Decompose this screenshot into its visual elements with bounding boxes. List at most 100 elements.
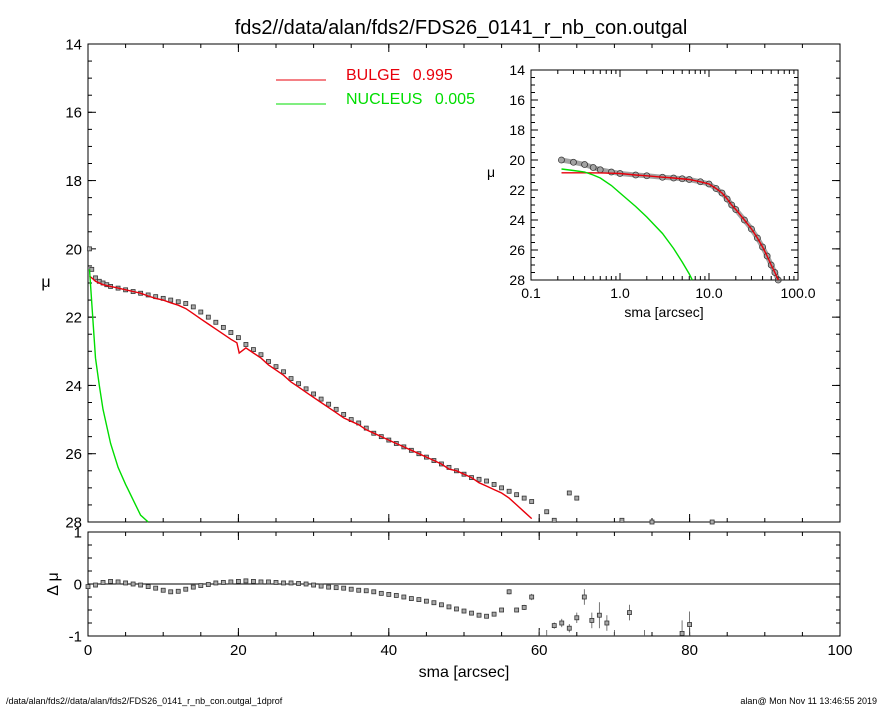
main-panel: 14 16 18 20 22 24 26 28 μ BULGE 0.995 NUCLEUS 0…	[41, 36, 841, 531]
residual-series-residual-point	[476, 612, 482, 618]
residual-x-axis: 0 20 40 60 80 100	[84, 532, 853, 659]
inset-ytick-label-6: 26	[509, 242, 525, 258]
residual-series-residual-point	[514, 607, 520, 613]
inset-series-data-point	[723, 195, 731, 203]
residual-ytick-label-2: 1	[74, 524, 82, 541]
inset-series-data-point	[767, 261, 775, 269]
residual-series-residual-point	[273, 580, 279, 585]
main-series-data-point	[318, 396, 324, 402]
residual-panel: -101 0 20 40 60 80 100 Δ μ sma [arcsec]	[45, 524, 853, 681]
residual-series-residual-point	[401, 594, 407, 600]
residual-series-residual-point	[281, 580, 286, 586]
residual-series-residual-point	[348, 586, 354, 592]
residual-series-residual-point	[627, 610, 632, 615]
inset-series-data-point	[718, 189, 726, 197]
residual-xtick-label-4: 80	[681, 642, 698, 659]
inset-series-data-point	[570, 158, 577, 166]
residual-series-residual-point	[687, 622, 692, 627]
inset-series	[558, 156, 782, 284]
residual-xtick-label-5: 100	[827, 642, 852, 659]
residual-xtick-label-1: 20	[230, 642, 247, 659]
residual-series-residual-point	[258, 579, 264, 585]
residual-series-residual-point	[529, 594, 535, 600]
inset-series-data-point	[741, 216, 748, 224]
inset-ytick-label-7: 28	[509, 272, 525, 288]
residual-series-residual-point	[160, 587, 166, 593]
residual-series-residual-point	[596, 612, 602, 618]
residual-series-residual-point	[318, 583, 324, 589]
residual-series-residual-point	[393, 593, 399, 598]
residual-series-residual-point	[153, 585, 159, 591]
main-series-data-point	[506, 488, 512, 494]
residual-series-residual-point	[235, 579, 241, 584]
residual-series-residual-point	[303, 581, 309, 587]
main-series-nucleus-line	[88, 269, 149, 523]
inset-ytick-label-4: 22	[509, 182, 525, 198]
residual-series-residual-point	[431, 600, 437, 606]
residual-series-residual-point	[183, 586, 189, 592]
inset-xtick-label-1: 1.0	[610, 285, 630, 301]
inset-ytick-label-1: 16	[509, 92, 525, 108]
legend-label-bulge: BULGE 0.995	[346, 67, 453, 84]
inset-series-nucleus-line	[561, 168, 693, 281]
legend-value-bulge: 0.995	[413, 67, 453, 84]
main-series-data-point	[258, 352, 264, 358]
inset-xtick-label-3: 100.0	[780, 285, 815, 301]
residual-xtick-label-3: 60	[531, 642, 548, 659]
residual-series-residual-point	[288, 580, 294, 586]
residual-series-residual-point	[469, 610, 474, 616]
main-series-data-point	[566, 490, 572, 496]
residual-xtick-label-0: 0	[84, 642, 92, 659]
residual-series-residual-point	[243, 578, 249, 584]
inset-series-data-point	[774, 276, 782, 284]
inset-ytick-label-0: 14	[509, 62, 525, 78]
main-series-data-point	[87, 246, 92, 252]
main-ytick-label-1: 16	[65, 105, 82, 122]
main-x-axis	[87, 44, 841, 522]
residual-series-residual-point	[551, 623, 557, 628]
residual-series-residual-point	[423, 598, 429, 604]
residual-series-residual-point	[521, 605, 527, 610]
residual-series-residual-point	[679, 631, 685, 636]
residual-series-residual-point	[574, 615, 580, 621]
residual-series-residual-point	[93, 582, 98, 588]
inset-ytick-label-3: 20	[509, 152, 525, 168]
residual-series-residual-point	[439, 602, 444, 608]
residual-series-residual-point	[356, 587, 362, 593]
main-series-data-point	[544, 509, 550, 515]
main-series-data-point	[168, 297, 174, 303]
main-series-data-point	[514, 492, 520, 498]
main-ytick-label-3: 20	[65, 241, 82, 258]
inset-x-axis-label: sma [arcsec]	[624, 304, 703, 320]
residual-series-residual-point	[175, 588, 181, 594]
legend-label-nucleus: NUCLEUS 0.005	[346, 91, 475, 108]
inset-series-bulge-line	[561, 172, 779, 281]
main-series-data-point	[266, 359, 271, 364]
main-series-data-point	[190, 304, 196, 310]
residual-series-residual-point	[446, 604, 452, 610]
residual-series-residual-point	[198, 583, 204, 588]
residual-series-residual-point	[461, 608, 467, 614]
inset-y-axis: 14 16 18 20 22 24 26 28	[509, 62, 798, 288]
main-series-data-point	[235, 335, 241, 341]
residual-series-residual-point	[363, 588, 369, 594]
main-series-data-point	[303, 386, 309, 392]
main-series-data-point	[551, 517, 557, 523]
residual-series-residual-point	[341, 585, 347, 591]
main-series	[87, 246, 715, 525]
main-series-data-point	[213, 319, 219, 325]
footer-file-path: /data/alan/fds2//data/alan/fds2/FDS26_01…	[6, 696, 283, 706]
residual-series-residual-point	[190, 584, 196, 590]
main-ytick-label-4: 22	[65, 310, 82, 327]
main-series-data-point	[243, 342, 249, 347]
residual-series-residual-point	[145, 584, 151, 589]
main-series-data-point	[89, 266, 95, 272]
main-series-data-point	[326, 401, 332, 407]
main-ytick-label-0: 14	[65, 36, 82, 53]
legend-name-bulge: BULGE	[346, 67, 400, 84]
residual-series-residual-point	[491, 611, 497, 617]
residual-series-residual-point	[220, 580, 226, 585]
inset-series-data-point	[705, 180, 713, 188]
main-ytick-label-7: 28	[65, 514, 82, 531]
main-series-data-point	[491, 482, 497, 487]
